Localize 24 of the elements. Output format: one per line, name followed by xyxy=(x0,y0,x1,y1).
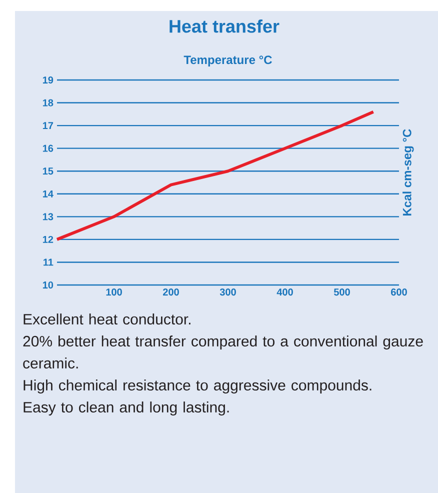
text: 20% better heat transfer compared to a conventional gauze ceramic. xyxy=(23,336,423,369)
y-tick-label: 11 xyxy=(44,258,54,266)
y-tick-label: 19 xyxy=(42,76,54,84)
y-tick-label: 18 xyxy=(42,99,54,106)
x-axis-title: Temperature °C xyxy=(184,56,272,66)
y-axis-title: Kcal cm-seg °C xyxy=(402,129,414,216)
x-tick-label: 300 xyxy=(220,288,236,296)
text: High chemical resistance to aggressive compounds. xyxy=(24,380,372,394)
x-tick-label: 500 xyxy=(334,288,350,296)
line-series xyxy=(56,110,375,241)
x-tick-label: 400 xyxy=(276,288,293,296)
text: Easy to clean and long lasting. xyxy=(24,402,229,416)
y-tick-label: 10 xyxy=(42,281,54,289)
y-tick-label: 16 xyxy=(42,144,54,152)
y-tick-label: 17 xyxy=(42,122,54,129)
text: Excellent heat conductor. xyxy=(24,314,190,325)
x-tick-label: 600 xyxy=(391,288,407,296)
y-tick-label: 15 xyxy=(42,168,54,175)
y-tick-label: 12 xyxy=(42,236,54,243)
y-tick-label: 13 xyxy=(42,213,54,220)
chart-title: Heat transfer xyxy=(170,20,280,33)
y-tick-label: 14 xyxy=(42,190,54,198)
x-tick-label: 100 xyxy=(106,288,122,296)
x-tick-label: 200 xyxy=(163,288,179,296)
